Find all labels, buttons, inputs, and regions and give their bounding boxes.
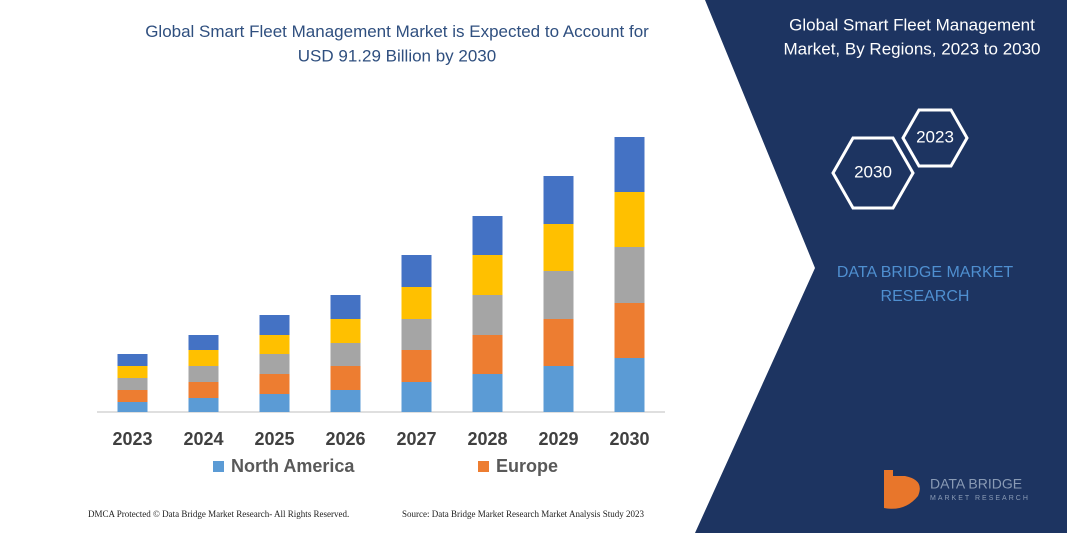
bar-segment	[401, 350, 432, 382]
bar-segment	[330, 295, 361, 319]
bar-segment	[188, 382, 219, 398]
footer-copyright: DMCA Protected © Data Bridge Market Rese…	[88, 509, 349, 519]
chart-title-line2: USD 91.29 Billion by 2030	[298, 46, 496, 65]
side-panel	[695, 0, 1067, 533]
brand-text: DATA BRIDGE MARKET	[837, 264, 1014, 281]
bar-segment	[188, 335, 219, 350]
x-tick-label: 2025	[254, 429, 294, 449]
bar-segment	[188, 366, 219, 382]
legend-swatch	[478, 461, 489, 472]
bar-segment	[259, 315, 290, 335]
bar-segment	[259, 354, 290, 374]
panel-title-line2: Market, By Regions, 2023 to 2030	[783, 39, 1040, 58]
bar-segment	[330, 390, 361, 412]
legend-label: North America	[231, 456, 355, 476]
footer-source: Source: Data Bridge Market Research Mark…	[402, 509, 644, 519]
bar-segment	[117, 354, 148, 366]
x-tick-label: 2026	[325, 429, 365, 449]
bar-segment	[543, 224, 574, 271]
bar-segment	[401, 319, 432, 350]
x-tick-label: 2023	[112, 429, 152, 449]
hexagon	[831, 136, 915, 210]
bar-segment	[259, 374, 290, 394]
brand-text-line2: RESEARCH	[881, 288, 970, 305]
chart-title-text: Global Smart Fleet Management Market is …	[145, 22, 649, 41]
bar-segment	[259, 335, 290, 354]
bar-segment	[259, 394, 290, 412]
logo-icon	[884, 470, 920, 509]
bar-segment	[614, 303, 645, 358]
bar-segment	[117, 366, 148, 378]
hexagon-label: 2030	[854, 162, 892, 181]
bar-segment	[614, 137, 645, 192]
bar-segment	[543, 271, 574, 319]
logo-name: DATA BRIDGE	[930, 476, 1022, 492]
x-tick-label: 2028	[467, 429, 507, 449]
bar-segment	[472, 216, 503, 255]
bar-segment	[117, 402, 148, 412]
legend-label: Europe	[496, 456, 558, 476]
x-tick-label: 2024	[183, 429, 223, 449]
bar-segment	[330, 319, 361, 343]
bar-segment	[472, 335, 503, 374]
bar-segment	[188, 350, 219, 366]
bar-segment	[330, 366, 361, 390]
bar-segment	[188, 398, 219, 412]
bar-segment	[472, 374, 503, 412]
x-tick-label: 2029	[538, 429, 578, 449]
hexagon	[901, 108, 969, 168]
legend-swatch	[213, 461, 224, 472]
bar-segment	[614, 358, 645, 412]
bar-segment	[614, 247, 645, 303]
hexagon-label: 2023	[916, 127, 954, 146]
bar-segment	[401, 382, 432, 412]
chart-title: Global Smart Fleet Management Market is …	[145, 22, 649, 41]
bar-segment	[472, 255, 503, 295]
bar-segment	[117, 390, 148, 402]
bar-segment	[472, 295, 503, 335]
x-tick-label: 2030	[609, 429, 649, 449]
bar-segment	[543, 366, 574, 412]
bar-segment	[330, 343, 361, 366]
logo-subtitle: MARKET RESEARCH	[930, 495, 1030, 502]
panel-title: Global Smart Fleet Management	[789, 15, 1035, 34]
bar-segment	[117, 378, 148, 390]
bar-segment	[401, 255, 432, 287]
x-tick-label: 2027	[396, 429, 436, 449]
bar-segment	[543, 176, 574, 224]
bar-segment	[401, 287, 432, 319]
bar-segment	[614, 192, 645, 247]
bar-segment	[543, 319, 574, 366]
